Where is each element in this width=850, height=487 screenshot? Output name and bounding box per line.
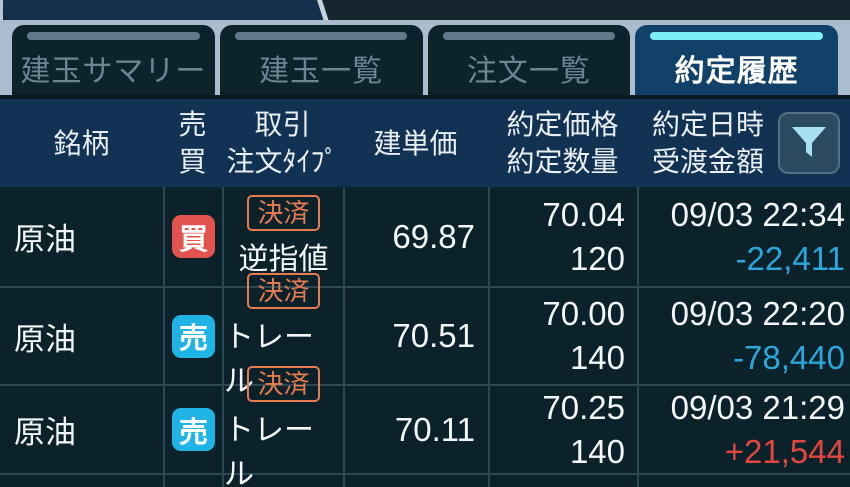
exec-price-qty-cell: 70.00 140	[488, 288, 637, 384]
tab-label: 約定履歴	[674, 54, 799, 88]
settlement-trade-badge: 決済	[247, 195, 320, 231]
trade-cell	[222, 475, 343, 487]
exec-qty-text: 120	[569, 239, 625, 277]
open-price-text: 69.87	[392, 217, 475, 255]
symbol-text: 原油	[14, 222, 76, 257]
tab-label: 注文一覧	[466, 54, 591, 88]
side-cell: 売	[163, 386, 222, 473]
open-price-text: 70.11	[394, 410, 475, 448]
side-cell: 買	[163, 187, 222, 286]
exec-price-qty-cell: 70.04 120	[488, 187, 637, 286]
symbol-text: 原油	[14, 415, 76, 450]
exec-qty-text: 140	[569, 339, 625, 376]
symbol-cell: 原油	[0, 288, 163, 384]
table-row[interactable]: 原油 買 決済 逆指値 69.87 70.04 120 09/03 22:34 …	[0, 187, 850, 286]
sell-badge: 売	[172, 314, 215, 358]
exec-qty-text: 140	[569, 432, 625, 470]
trade-cell: 決済 逆指値	[222, 187, 343, 286]
header-trade-line1: 取引	[254, 109, 311, 140]
header-settlement-label: 受渡金額	[652, 146, 765, 177]
open-price-cell: 70.11	[343, 386, 488, 473]
header-trade-line2: 注文ﾀｲﾌﾟ	[226, 146, 339, 177]
exec-price-qty-cell: 70.25 140	[488, 386, 637, 473]
tab-label: 建玉一覧	[259, 54, 384, 88]
header-trade-ordertype: 取引 注文ﾀｲﾌﾟ	[222, 99, 343, 187]
header-datetime-amount: 約定日時 受渡金額	[637, 99, 850, 187]
datetime-amount-cell: 09/03 22:34 -22,411	[637, 187, 850, 286]
header-side: 売 買	[163, 99, 222, 187]
sell-badge: 売	[172, 408, 215, 451]
settlement-trade-badge: 決済	[247, 366, 320, 402]
trade-cell: 決済 トレール	[222, 366, 343, 487]
header-symbol: 銘柄	[0, 99, 163, 187]
symbol-cell	[0, 475, 163, 487]
tab-position-summary[interactable]: 建玉サマリー	[12, 25, 215, 95]
datetime-amount-cell: 09/03 22:20 -78,440	[637, 288, 850, 384]
open-price-cell	[343, 475, 488, 487]
exec-price-text: 70.00	[542, 295, 625, 332]
order-type-text: 逆指値	[238, 243, 329, 276]
tab-indicator-pill	[442, 32, 616, 40]
order-type-text: トレール	[224, 414, 314, 487]
tab-indicator-pill	[27, 32, 200, 40]
settlement-amount-text: -22,411	[735, 239, 845, 277]
header-exec-price-label: 約定価格	[506, 109, 619, 140]
side-cell	[163, 475, 222, 487]
tab-execution-history[interactable]: 約定履歴	[635, 25, 838, 95]
symbol-cell: 原油	[0, 187, 163, 286]
exec-price-text: 70.04	[542, 195, 625, 233]
exec-datetime-text: 09/03 22:20	[670, 295, 845, 332]
symbol-text: 原油	[14, 321, 76, 357]
header-open-price-label: 建単価	[373, 127, 458, 159]
tab-label: 建玉サマリー	[20, 54, 207, 88]
settlement-amount-text: +21,544	[724, 432, 845, 470]
side-cell: 売	[163, 288, 222, 384]
header-datetime-label: 約定日時	[652, 109, 765, 140]
top-strip-navy-segment	[0, 0, 329, 20]
table-row[interactable]: 原油 売 決済 トレール 70.51 70.00 140 09/03 22:20…	[0, 272, 850, 398]
header-symbol-label: 銘柄	[53, 127, 110, 159]
top-partial-strip	[0, 0, 850, 20]
open-price-cell: 70.51	[343, 288, 488, 384]
table-header-row: 銘柄 売 買 取引 注文ﾀｲﾌﾟ 建単価 約定価格 約定数量 約定日時 受渡金額	[0, 95, 850, 187]
datetime-amount-cell	[637, 475, 850, 487]
table-row-partial[interactable]	[0, 473, 850, 487]
exec-datetime-text: 09/03 21:29	[670, 388, 845, 426]
tab-order-list[interactable]: 注文一覧	[427, 25, 631, 95]
tab-indicator-pill	[234, 32, 408, 40]
open-price-cell: 69.87	[343, 187, 488, 286]
exec-datetime-text: 09/03 22:34	[670, 195, 845, 233]
top-strip-left-edge	[0, 0, 3, 20]
exec-price-qty-cell	[488, 475, 637, 487]
tab-position-list[interactable]: 建玉一覧	[219, 25, 423, 95]
header-exec-price-qty: 約定価格 約定数量	[488, 99, 637, 187]
tab-indicator-pill	[650, 32, 823, 40]
header-exec-qty-label: 約定数量	[506, 146, 619, 177]
filter-button[interactable]	[778, 112, 840, 174]
exec-price-text: 70.25	[542, 388, 625, 426]
header-side-line2: 買	[178, 146, 207, 177]
header-side-line1: 売	[178, 109, 207, 140]
table-row[interactable]: 原油 売 決済 トレール 70.11 70.25 140 09/03 21:29…	[0, 366, 850, 487]
header-open-price: 建単価	[343, 99, 488, 187]
symbol-cell: 原油	[0, 386, 163, 473]
datetime-amount-cell: 09/03 21:29 +21,544	[637, 386, 850, 473]
settlement-amount-text: -78,440	[733, 339, 845, 376]
buy-badge: 買	[172, 215, 215, 258]
filter-funnel-icon	[792, 127, 826, 157]
open-price-text: 70.51	[392, 317, 475, 354]
tab-bar: 建玉サマリー 建玉一覧 注文一覧 約定履歴	[0, 20, 850, 95]
settlement-trade-badge: 決済	[247, 272, 320, 309]
